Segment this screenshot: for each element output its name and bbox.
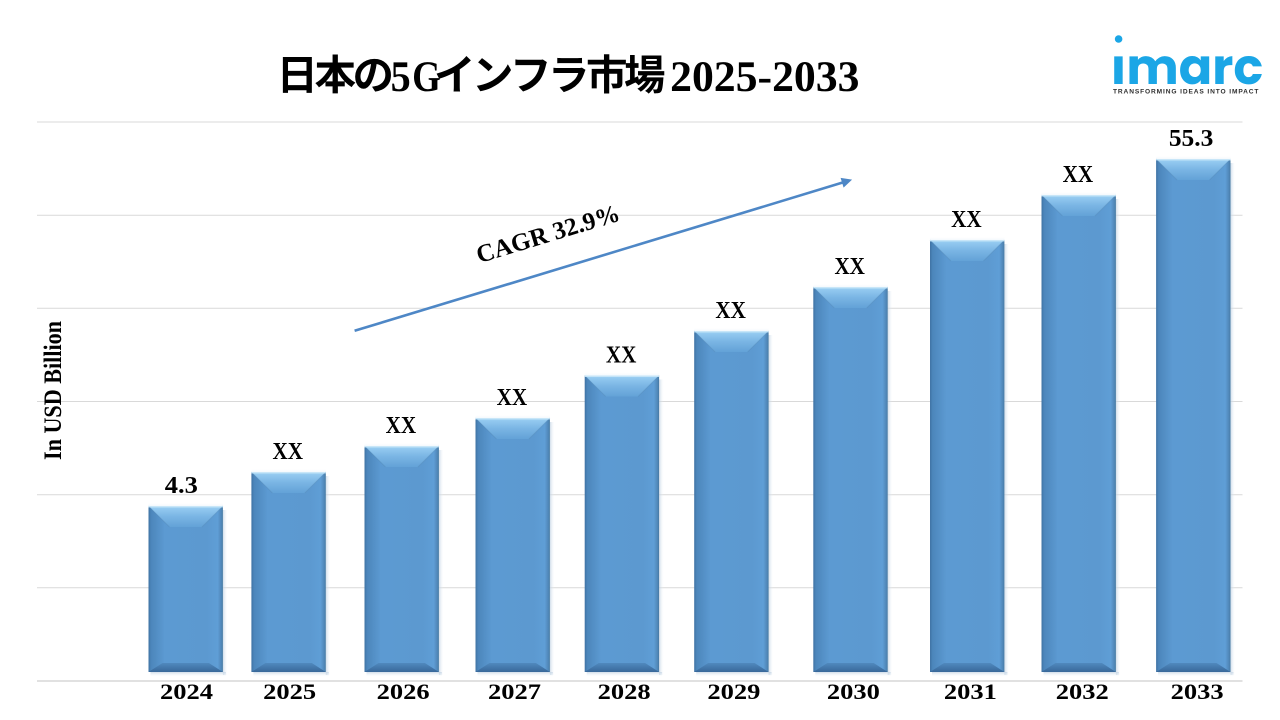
svg-text:XX: XX xyxy=(715,298,746,324)
svg-text:55.3: 55.3 xyxy=(1169,125,1214,152)
svg-text:2026: 2026 xyxy=(377,679,430,704)
svg-text:XX: XX xyxy=(834,254,865,280)
svg-text:XX: XX xyxy=(606,343,637,369)
svg-text:4.3: 4.3 xyxy=(165,472,198,499)
svg-text:TRANSFORMING IDEAS INTO IMPACT: TRANSFORMING IDEAS INTO IMPACT xyxy=(1113,88,1259,95)
svg-text:2030: 2030 xyxy=(827,679,880,704)
svg-text:2033: 2033 xyxy=(1171,679,1224,704)
svg-text:2031: 2031 xyxy=(944,679,997,704)
svg-text:2025: 2025 xyxy=(263,679,316,704)
svg-text:2028: 2028 xyxy=(598,679,651,704)
svg-text:XX: XX xyxy=(386,413,417,439)
svg-text:XX: XX xyxy=(1063,162,1094,188)
svg-text:2024: 2024 xyxy=(160,679,213,704)
svg-text:2032: 2032 xyxy=(1056,679,1109,704)
svg-text:2029: 2029 xyxy=(707,679,760,704)
svg-text:XX: XX xyxy=(951,207,982,233)
svg-text:XX: XX xyxy=(497,385,528,411)
svg-text:In USD Billion: In USD Billion xyxy=(40,321,67,460)
svg-text:XX: XX xyxy=(273,439,304,465)
svg-text:2027: 2027 xyxy=(488,679,541,704)
